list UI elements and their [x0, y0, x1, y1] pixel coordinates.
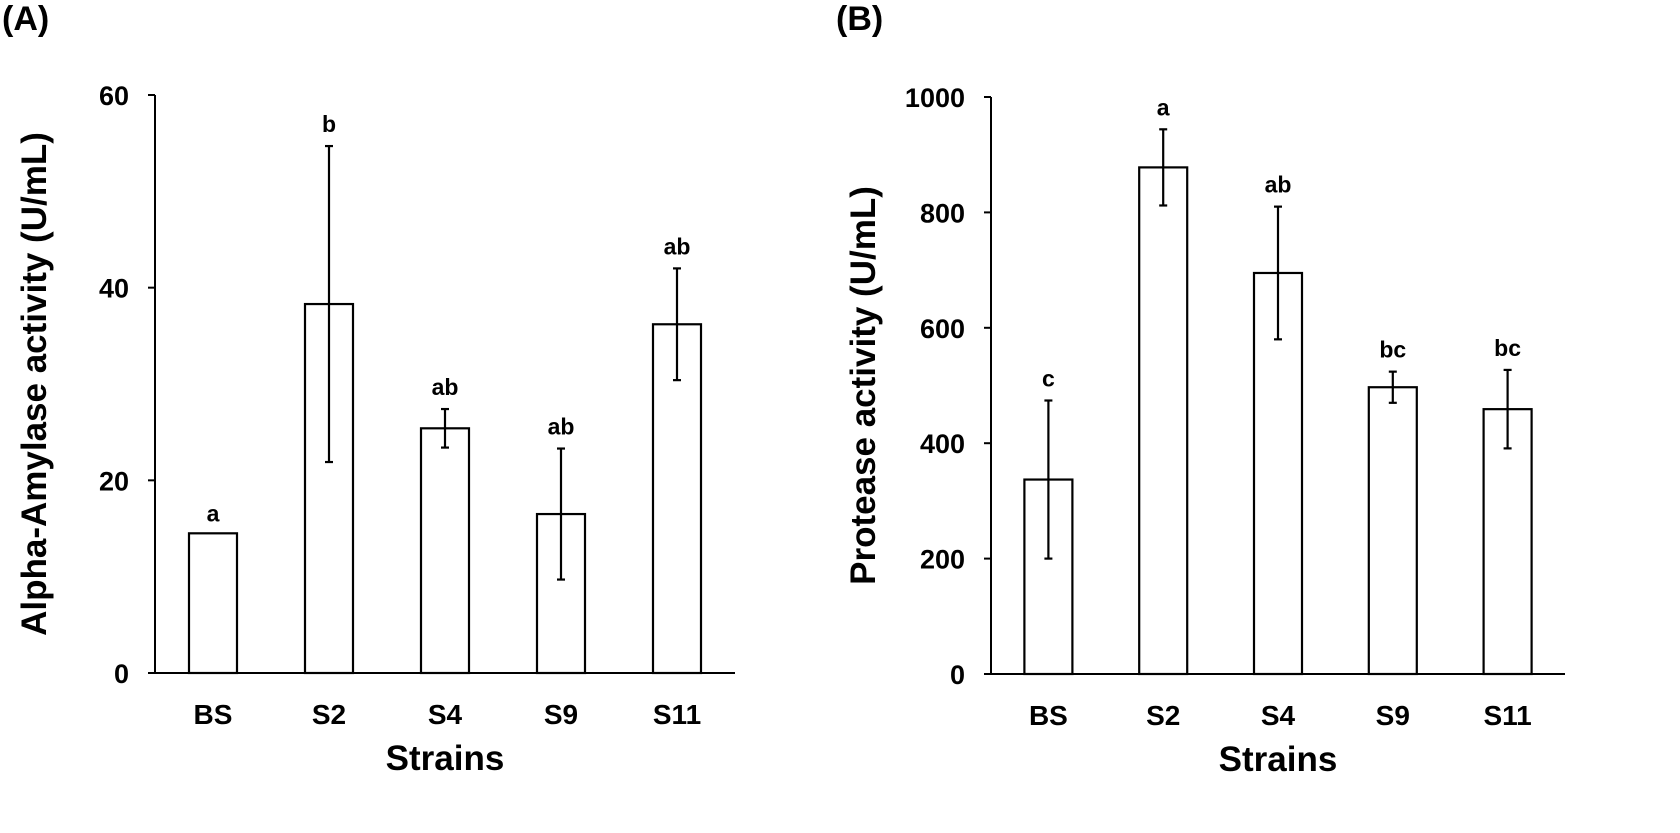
significance-label-s2: b — [322, 111, 336, 137]
significance-label-bs: a — [207, 500, 220, 526]
amylase-chart: 0 20 40 60 a BS b S2 ab S4 ab S9 ab S11 Strains Alpha-A… — [15, 81, 735, 778]
x-axis-title: Strains — [386, 739, 505, 778]
y-tick-label: 600 — [920, 314, 965, 344]
x-tick-label-s11: S11 — [653, 699, 701, 730]
panel-label-b: (B) — [836, 0, 884, 38]
x-tick-label-bs: BS — [1029, 700, 1068, 731]
y-tick-label: 0 — [950, 660, 965, 690]
x-tick-label-s9: S9 — [1376, 700, 1410, 731]
bar-bs — [187, 532, 239, 675]
bar-s9 — [1367, 386, 1418, 676]
y-tick-label: 40 — [99, 274, 129, 304]
significance-label-s2: a — [1157, 94, 1170, 120]
panel-label-a: (A) — [2, 0, 50, 38]
bar-s4 — [419, 427, 471, 675]
significance-label-s4: ab — [1265, 172, 1292, 198]
y-tick-label: 20 — [99, 466, 129, 496]
y-tick-label: 1000 — [905, 83, 965, 113]
chart-panel-a: (A) 0 20 40 60 a BS b S2 ab S4 ab S9 ab S11 Strains Alp… — [2, 0, 735, 778]
x-tick-label-s9: S9 — [544, 699, 578, 730]
y-tick-label: 400 — [920, 429, 965, 459]
x-axis-title: Strains — [1219, 740, 1338, 779]
x-tick-label-bs: BS — [194, 699, 233, 730]
significance-label-s4: ab — [432, 374, 459, 400]
x-tick-label-s11: S11 — [1483, 700, 1531, 731]
y-tick-label: 60 — [99, 81, 129, 111]
y-tick-label: 800 — [920, 198, 965, 228]
bar-s2 — [1138, 166, 1189, 676]
y-tick-label: 0 — [114, 659, 129, 689]
x-tick-label-s2: S2 — [1146, 700, 1180, 731]
bar-s11 — [1482, 408, 1533, 676]
x-tick-label-s2: S2 — [312, 699, 346, 730]
significance-label-s9: ab — [548, 414, 575, 440]
y-axis-title: Alpha-Amylase activity (U/mL) — [15, 132, 54, 636]
y-axis-title: Protease activity (U/mL) — [844, 186, 883, 585]
significance-label-s9: bc — [1379, 337, 1406, 363]
significance-label-s11: bc — [1494, 335, 1521, 361]
y-tick-label: 200 — [920, 545, 965, 575]
x-tick-label-s4: S4 — [428, 699, 463, 730]
protease-chart: 0 200 400 600 800 1000 c BS a S2 ab S4 bc S9 bc S11 Stra… — [844, 83, 1565, 779]
chart-panel-b: (B) 0 200 400 600 800 1000 c BS a S2 ab S4 bc S9 bc S11… — [836, 0, 1680, 833]
significance-label-bs: c — [1042, 366, 1055, 392]
significance-label-s11: ab — [664, 233, 691, 259]
x-tick-label-s4: S4 — [1261, 700, 1296, 731]
